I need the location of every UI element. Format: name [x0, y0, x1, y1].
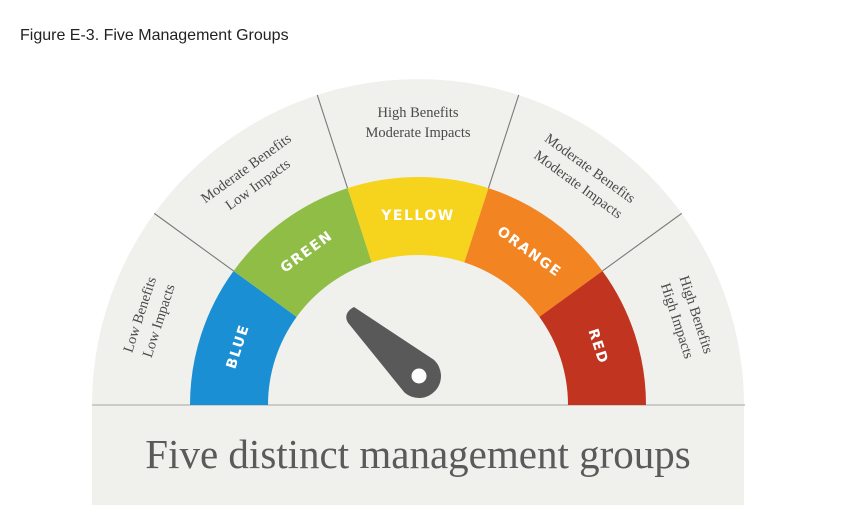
needle-pointer — [346, 307, 442, 398]
divider-line — [153, 212, 234, 272]
divider-line — [602, 212, 683, 272]
segment-green — [233, 188, 372, 317]
segment-orange — [464, 188, 603, 317]
figure-caption: Figure E-3. Five Management Groups — [20, 27, 289, 44]
divider-line — [487, 94, 520, 189]
impacts-label: Moderate Impacts — [365, 125, 470, 141]
segment-blue — [190, 270, 297, 405]
needle-pivot — [411, 368, 427, 384]
benefits-label: High Benefits — [378, 105, 459, 121]
divider-line — [316, 94, 349, 189]
segment-red — [539, 270, 646, 405]
segment-yellow — [347, 177, 489, 263]
footer-title: Five distinct management groups — [145, 431, 690, 477]
color-band — [190, 177, 646, 405]
segment-label-yellow: YELLOW — [380, 208, 454, 224]
outer-band-dividers — [153, 94, 683, 272]
